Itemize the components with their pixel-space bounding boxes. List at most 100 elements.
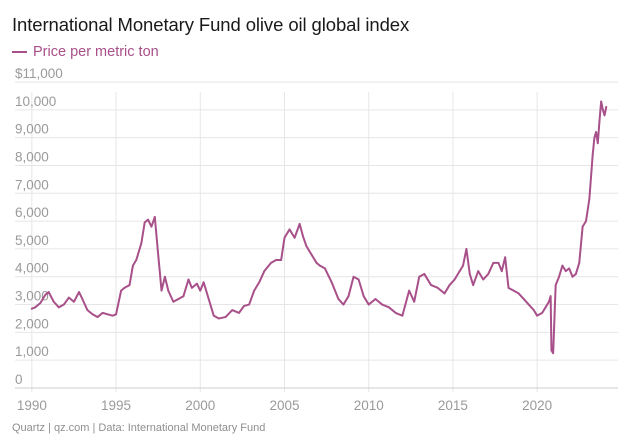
data-point <box>91 313 94 316</box>
x-tick-label: 2010 <box>354 398 384 413</box>
grid-layer <box>15 81 618 392</box>
data-point <box>310 253 313 256</box>
data-point <box>477 270 480 273</box>
data-point <box>57 306 60 309</box>
data-point <box>522 298 525 300</box>
data-point <box>248 303 251 306</box>
data-point <box>132 264 134 267</box>
data-point <box>62 303 65 306</box>
y-tick-label: 6,000 <box>15 205 49 220</box>
data-point <box>527 303 530 306</box>
data-point <box>128 284 131 286</box>
data-point <box>199 289 202 292</box>
data-point <box>96 316 99 318</box>
data-point <box>571 275 574 278</box>
data-point <box>167 289 170 292</box>
x-tick-labels: 1990 1995 2000 2005 2010 2015 2020 <box>17 398 552 413</box>
data-point <box>601 108 604 111</box>
data-point <box>517 292 520 295</box>
data-point <box>388 306 390 309</box>
data-point <box>585 220 587 222</box>
data-point <box>596 142 599 145</box>
data-point <box>243 305 245 307</box>
data-point <box>39 302 42 305</box>
data-point <box>595 131 597 133</box>
data-point <box>207 298 210 300</box>
data-point <box>135 259 138 261</box>
y-tick-label: 5,000 <box>15 233 49 248</box>
data-point <box>532 309 535 312</box>
data-point <box>101 311 104 314</box>
data-point <box>443 292 446 295</box>
data-point <box>487 273 490 275</box>
data-point <box>492 261 495 264</box>
data-point <box>554 284 557 286</box>
data-point <box>564 270 567 273</box>
data-point <box>593 136 596 139</box>
data-point <box>578 261 581 264</box>
data-point <box>283 236 286 239</box>
data-point <box>177 298 180 300</box>
x-tick-label: 2015 <box>438 398 468 413</box>
data-point <box>357 278 360 281</box>
series-line-price-per-metric-ton <box>30 100 608 355</box>
data-point <box>187 278 190 281</box>
series-layer <box>30 100 608 355</box>
data-point <box>212 314 215 317</box>
data-point <box>568 267 571 270</box>
data-point <box>581 225 584 228</box>
data-point <box>160 289 163 292</box>
data-point <box>552 352 555 355</box>
data-point <box>52 300 55 303</box>
data-point <box>263 270 266 273</box>
y-tick-label: 10,000 <box>15 94 56 109</box>
data-point <box>34 306 37 309</box>
data-point <box>202 281 205 284</box>
data-point <box>472 284 475 286</box>
data-point <box>147 218 149 221</box>
data-point <box>561 264 564 267</box>
data-point <box>106 313 109 316</box>
data-point <box>302 235 304 238</box>
data-point <box>591 153 594 156</box>
data-point <box>288 228 291 231</box>
data-point <box>381 303 384 306</box>
data-point <box>318 264 321 267</box>
y-tick-label: 0 <box>15 372 23 387</box>
data-point <box>401 314 404 317</box>
data-point <box>115 313 117 316</box>
data-point <box>293 236 296 239</box>
y-tick-labels: 0 1,000 2,000 3,000 4,000 5,000 6,000 7,000 8,00… <box>15 66 63 387</box>
data-point <box>315 261 318 264</box>
data-point <box>78 291 80 293</box>
data-point <box>465 248 468 250</box>
data-point <box>123 286 126 289</box>
data-point <box>436 286 439 289</box>
data-point <box>182 295 185 298</box>
data-point <box>536 314 539 317</box>
data-point <box>512 289 515 292</box>
x-tick-label: 2000 <box>185 398 215 413</box>
x-tick-label: 1995 <box>101 398 131 413</box>
y-tick-label: 1,000 <box>15 344 49 359</box>
y-tick-label: $11,000 <box>15 66 63 81</box>
data-point <box>548 300 550 303</box>
x-tick-label: 2005 <box>269 398 299 413</box>
data-point <box>541 311 544 314</box>
data-point <box>68 296 70 299</box>
data-point <box>324 267 326 270</box>
chart-title: International Monetary Fund olive oil gl… <box>12 14 410 35</box>
data-point <box>504 256 507 259</box>
data-point <box>44 293 47 296</box>
data-point <box>140 242 143 245</box>
data-point <box>423 273 426 275</box>
data-point <box>153 216 156 218</box>
data-point <box>258 281 261 284</box>
data-point <box>157 253 160 256</box>
data-point <box>143 221 146 224</box>
data-point <box>275 259 277 261</box>
data-point <box>598 120 601 122</box>
data-point <box>453 278 456 281</box>
data-point <box>217 317 220 320</box>
